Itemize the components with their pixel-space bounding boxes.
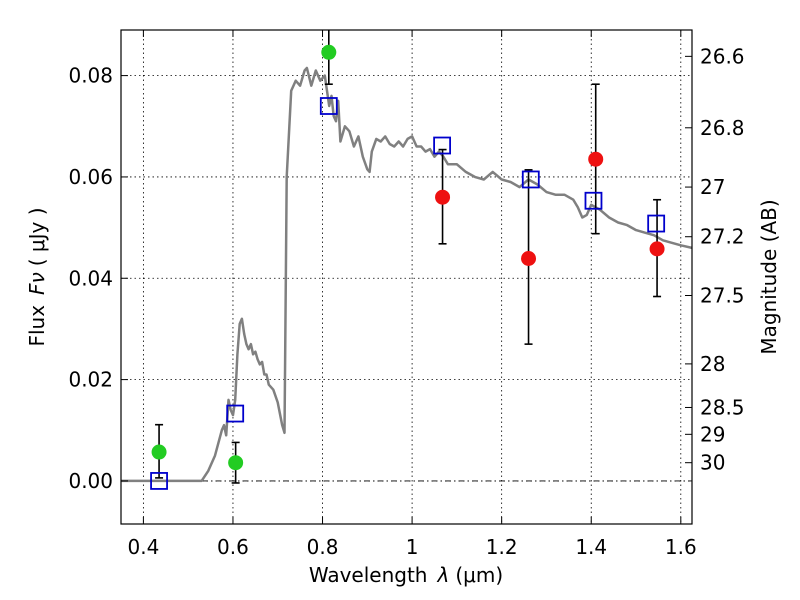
y2-tick-label: 28.5 [700,395,745,419]
y2-tick-label: 30 [700,451,725,475]
y2-tick-label: 26.8 [700,116,745,140]
x-tick-label: 1 [406,535,419,559]
model-photometry-marker [150,472,168,490]
y-tick-label: 0.08 [68,64,113,88]
y2-axis-ticks: 26.6 26.8 27 27.2 27.5 28 28.5 29 30 [685,44,745,475]
marker-layer [150,44,666,490]
model-photometry-marker [647,214,666,233]
x-tick-label: 1.2 [486,535,518,559]
model-photometry-marker [521,170,540,189]
y-tick-label: 0.04 [68,266,113,290]
model-sed-layer [121,66,693,483]
model-photometry-marker [226,404,245,423]
x-tick-label: 0.8 [307,535,339,559]
y2-tick-label: 27.5 [700,283,745,307]
x-tick-label: 0.4 [127,535,159,559]
x-tick-label: 1.4 [575,535,607,559]
model-photometry-marker [319,97,338,115]
y-axis-label: FluxFν( μJy ) [25,207,49,346]
y-tick-label: 0.06 [68,165,113,189]
x-axis-label: Wavelength λ (μm) [309,563,503,587]
y2-tick-label: 29 [700,422,725,446]
grid [121,30,692,524]
model-photometry-marker [433,136,452,155]
error-bar-layer [155,30,662,484]
observed-flux-marker [588,151,604,167]
y2-tick-label: 27 [700,175,725,199]
x-axis-ticks: 0.4 0.6 0.8 1 1.2 1.4 1.6 [127,30,697,559]
observed-flux-marker [521,251,537,267]
plot-frame [120,29,693,525]
observed-flux-marker [151,444,167,460]
y2-tick-label: 27.2 [700,225,745,249]
x-tick-label: 1.6 [665,535,697,559]
y2-tick-label: 26.6 [700,44,745,68]
y-axis-ticks: 0.00 0.02 0.04 0.06 0.08 [68,64,128,493]
y-tick-label: 0.00 [68,469,113,493]
observed-flux-marker [435,189,451,205]
observed-flux-marker [649,241,665,257]
model-photometry-marker [584,191,603,210]
observed-flux-marker [321,44,337,60]
y-tick-label: 0.02 [68,368,113,392]
y2-axis-label: Magnitude (AB) [757,199,781,354]
observed-flux-marker [228,455,244,471]
y2-tick-label: 28 [700,352,725,376]
model-sed-line [121,66,693,483]
x-tick-label: 0.6 [217,535,249,559]
